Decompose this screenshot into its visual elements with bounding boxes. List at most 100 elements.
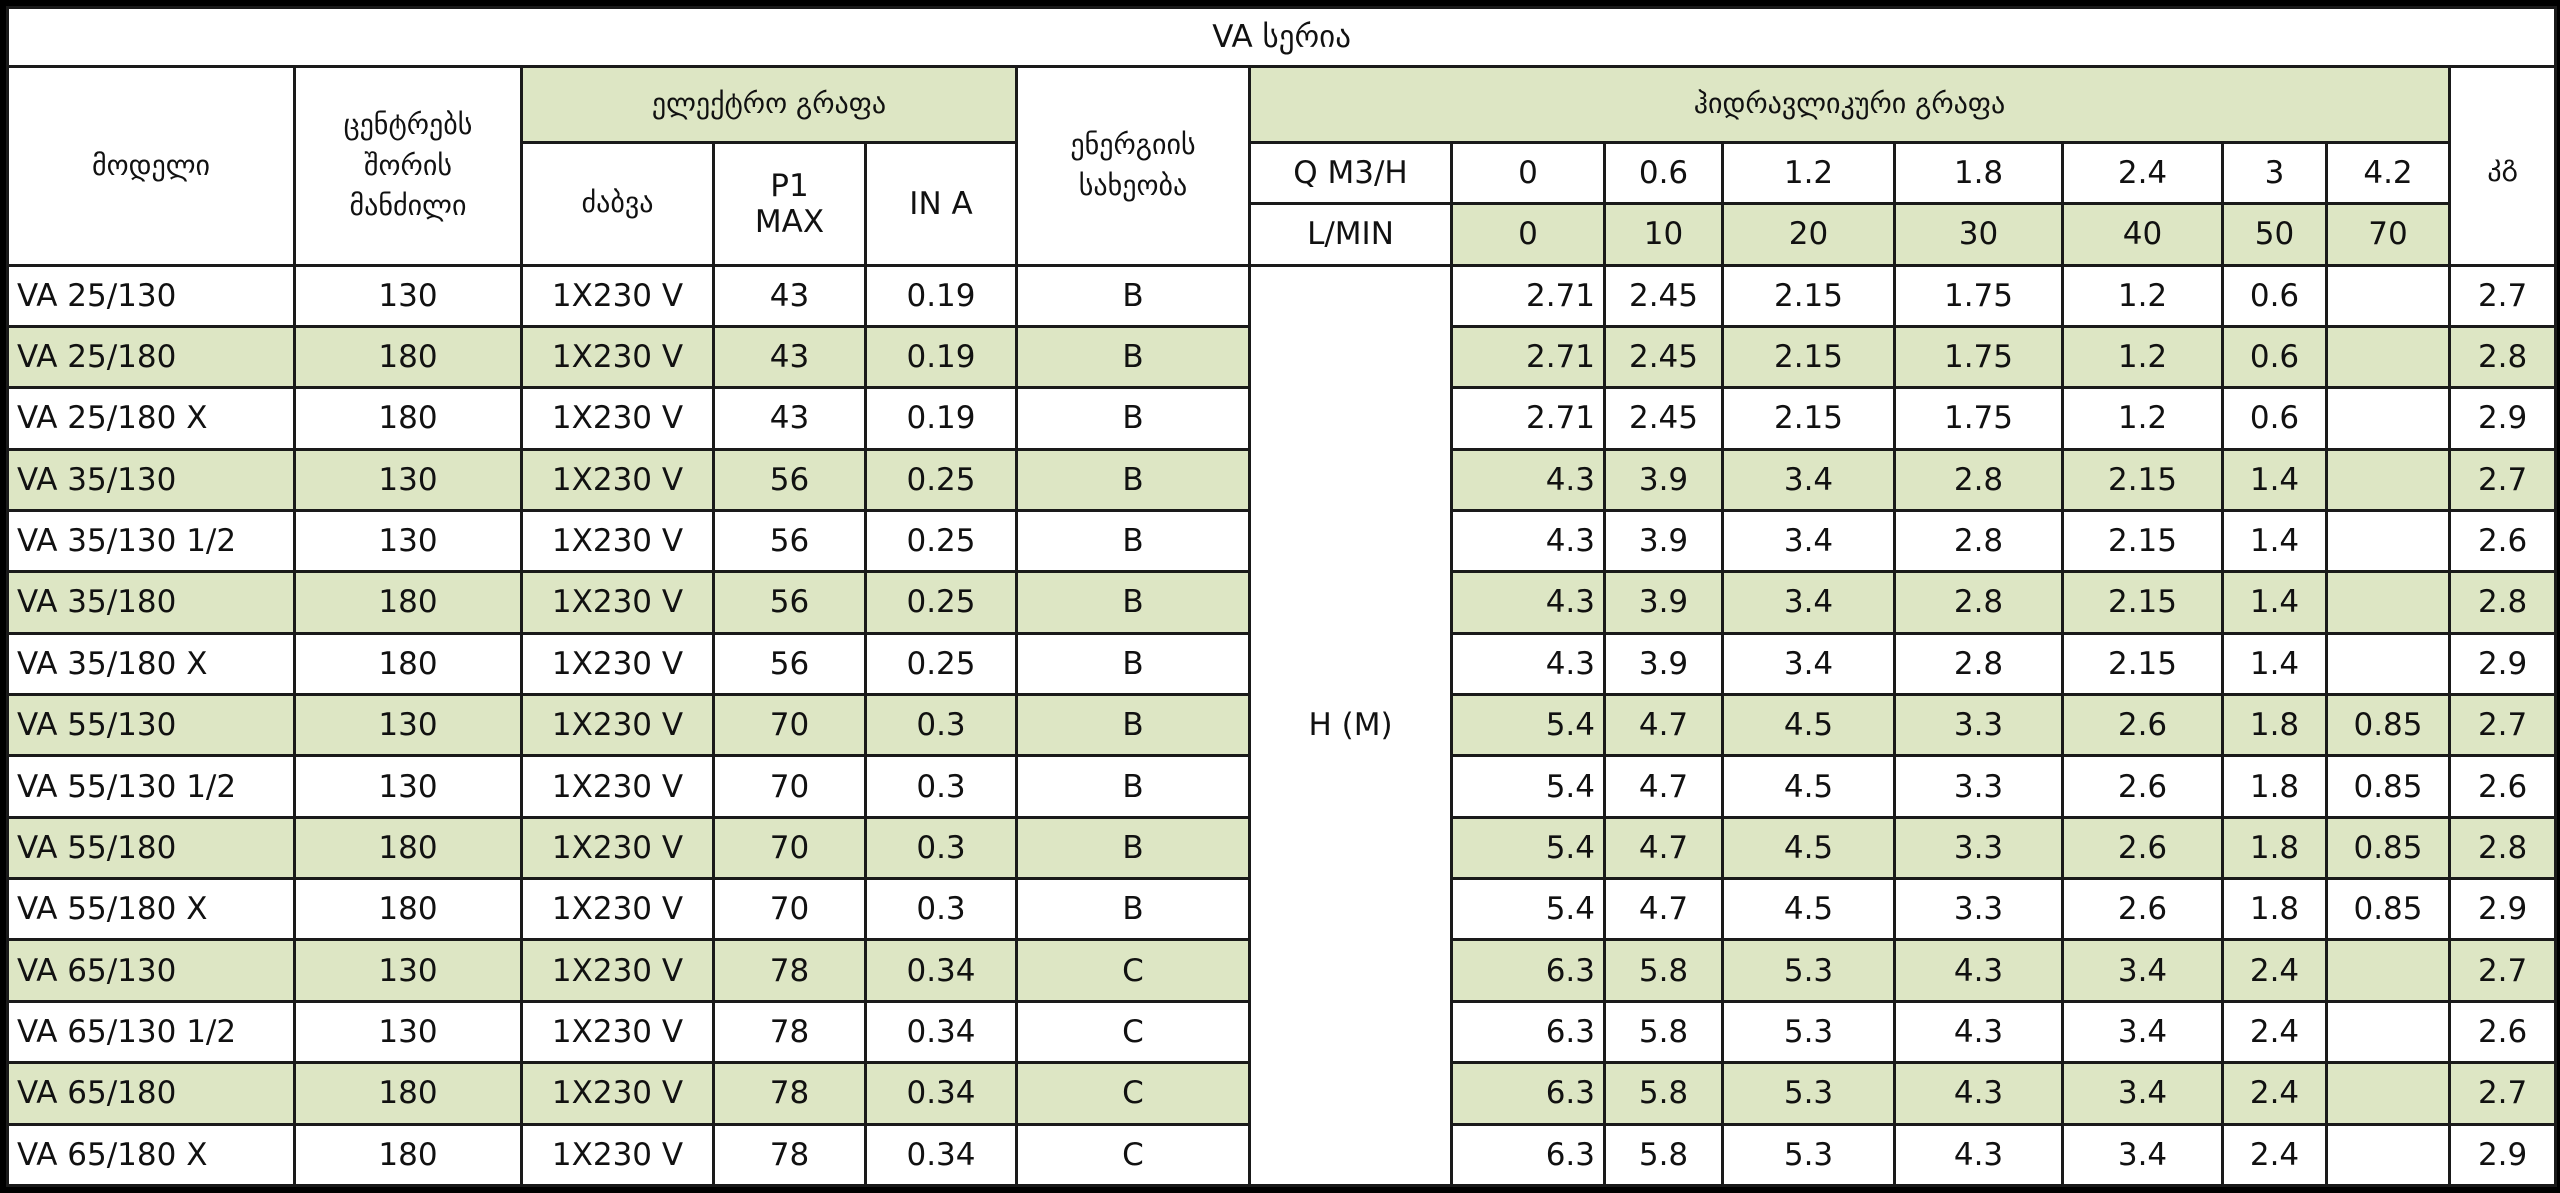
- cell-p1: 56: [712, 570, 867, 635]
- header-q-value: 0: [1450, 140, 1606, 206]
- cell-head-value: 3.4: [2061, 1061, 2224, 1126]
- cell-energy: B: [1015, 815, 1251, 881]
- cell-head-value: 1.8: [2221, 877, 2328, 942]
- cell-head-value: 1.75: [1893, 263, 2064, 328]
- cell-in-a: 0.34: [864, 1122, 1018, 1188]
- cell-model: VA 35/180: [6, 570, 296, 635]
- cell-kg: 2.8: [2447, 570, 2558, 635]
- cell-kg: 2.7: [2447, 447, 2558, 512]
- cell-h-label: H (M): [1248, 263, 1453, 1187]
- cell-head-value: 2.15: [2061, 631, 2224, 697]
- cell-model: VA 65/180 X: [6, 1122, 296, 1188]
- cell-distance: 180: [293, 815, 523, 881]
- cell-head-value: 4.3: [1450, 570, 1606, 635]
- cell-head-value: 4.3: [1450, 508, 1606, 574]
- cell-in-a: 0.19: [864, 324, 1018, 390]
- cell-voltage: 1X230 V: [520, 1122, 715, 1188]
- table-row: VA 55/130 130 1X230 V 70 0.3 B 5.4 4.7 4.5 3.3 2.6…: [6, 693, 2558, 758]
- cell-head-value: 6.3: [1450, 1122, 1606, 1188]
- cell-kg: 2.7: [2447, 263, 2558, 328]
- table-row: VA 25/180 180 1X230 V 43 0.19 B 2.71 2.45 2.15 1.…: [6, 324, 2558, 390]
- cell-energy: B: [1015, 386, 1251, 451]
- cell-head-value: 0.6: [2221, 386, 2328, 451]
- header-distance-line: შორის: [364, 148, 452, 182]
- header-lmin-value: 50: [2221, 202, 2328, 267]
- header-lmin-value: 10: [1603, 202, 1724, 267]
- cell-head-value: 4.7: [1603, 815, 1724, 881]
- cell-kg: 2.6: [2447, 508, 2558, 574]
- cell-head-value: 2.71: [1450, 263, 1606, 328]
- cell-in-a: 0.25: [864, 508, 1018, 574]
- table-title: VA სერია: [5, 5, 2558, 69]
- cell-distance: 180: [293, 631, 523, 697]
- cell-head-value: [2325, 1061, 2451, 1126]
- cell-energy: B: [1015, 877, 1251, 942]
- header-lmin-label: L/MIN: [1248, 202, 1453, 267]
- cell-in-a: 0.19: [864, 263, 1018, 328]
- header-distance: ცენტრებს შორის მანძილი: [293, 65, 523, 267]
- cell-head-value: 2.15: [1721, 324, 1896, 390]
- cell-p1: 43: [712, 386, 867, 451]
- header-lmin-value: 70: [2325, 202, 2451, 267]
- cell-head-value: 1.75: [1893, 386, 2064, 451]
- header-distance-line: მანძილი: [349, 189, 467, 223]
- cell-in-a: 0.3: [864, 693, 1018, 758]
- cell-distance: 180: [293, 877, 523, 942]
- header-energy-line: სახეობა: [1078, 168, 1188, 202]
- cell-head-value: 2.8: [1893, 631, 2064, 697]
- cell-p1: 56: [712, 508, 867, 574]
- cell-energy: B: [1015, 570, 1251, 635]
- cell-p1: 43: [712, 263, 867, 328]
- cell-kg: 2.7: [2447, 693, 2558, 758]
- cell-head-value: 2.4: [2221, 999, 2328, 1065]
- cell-kg: 2.8: [2447, 324, 2558, 390]
- cell-energy: C: [1015, 938, 1251, 1003]
- table-row: VA 35/130 1/2 130 1X230 V 56 0.25 B 4.3 3.9 3.4 2…: [6, 508, 2558, 574]
- cell-distance: 130: [293, 754, 523, 819]
- cell-kg: 2.9: [2447, 877, 2558, 942]
- cell-head-value: 0.85: [2325, 877, 2451, 942]
- cell-head-value: 2.45: [1603, 386, 1724, 451]
- cell-head-value: 2.8: [1893, 570, 2064, 635]
- cell-head-value: 2.71: [1450, 386, 1606, 451]
- cell-energy: C: [1015, 1061, 1251, 1126]
- cell-head-value: 5.3: [1721, 999, 1896, 1065]
- cell-distance: 180: [293, 1122, 523, 1188]
- cell-head-value: 3.3: [1893, 815, 2064, 881]
- cell-energy: B: [1015, 324, 1251, 390]
- cell-in-a: 0.19: [864, 386, 1018, 451]
- cell-head-value: 5.4: [1450, 754, 1606, 819]
- cell-head-value: 3.4: [2061, 1122, 2224, 1188]
- cell-head-value: 2.8: [1893, 508, 2064, 574]
- cell-kg: 2.7: [2447, 938, 2558, 1003]
- cell-head-value: 2.15: [1721, 263, 1896, 328]
- cell-head-value: 2.4: [2221, 1061, 2328, 1126]
- cell-head-value: 2.15: [1721, 386, 1896, 451]
- cell-head-value: 3.3: [1893, 877, 2064, 942]
- cell-head-value: 3.9: [1603, 570, 1724, 635]
- cell-p1: 70: [712, 877, 867, 942]
- cell-p1: 70: [712, 754, 867, 819]
- header-q-value: 3: [2221, 140, 2328, 206]
- header-lmin-value: 20: [1721, 202, 1896, 267]
- cell-voltage: 1X230 V: [520, 508, 715, 574]
- cell-head-value: 2.15: [2061, 447, 2224, 512]
- cell-energy: B: [1015, 263, 1251, 328]
- cell-voltage: 1X230 V: [520, 754, 715, 819]
- cell-head-value: 0.6: [2221, 263, 2328, 328]
- cell-head-value: 6.3: [1450, 999, 1606, 1065]
- cell-in-a: 0.3: [864, 877, 1018, 942]
- cell-head-value: 2.45: [1603, 324, 1724, 390]
- header-voltage: ძაბვა: [520, 140, 715, 267]
- cell-voltage: 1X230 V: [520, 693, 715, 758]
- header-model: მოდელი: [6, 65, 296, 267]
- cell-distance: 180: [293, 1061, 523, 1126]
- cell-head-value: 5.4: [1450, 877, 1606, 942]
- header-lmin-value: 40: [2061, 202, 2224, 267]
- cell-head-value: 0.85: [2325, 815, 2451, 881]
- cell-head-value: 3.9: [1603, 447, 1724, 512]
- cell-kg: 2.7: [2447, 1061, 2558, 1126]
- table-row: VA 25/180 X 180 1X230 V 43 0.19 B 2.71 2.45 2.15…: [6, 386, 2558, 451]
- cell-model: VA 35/180 X: [6, 631, 296, 697]
- cell-in-a: 0.3: [864, 815, 1018, 881]
